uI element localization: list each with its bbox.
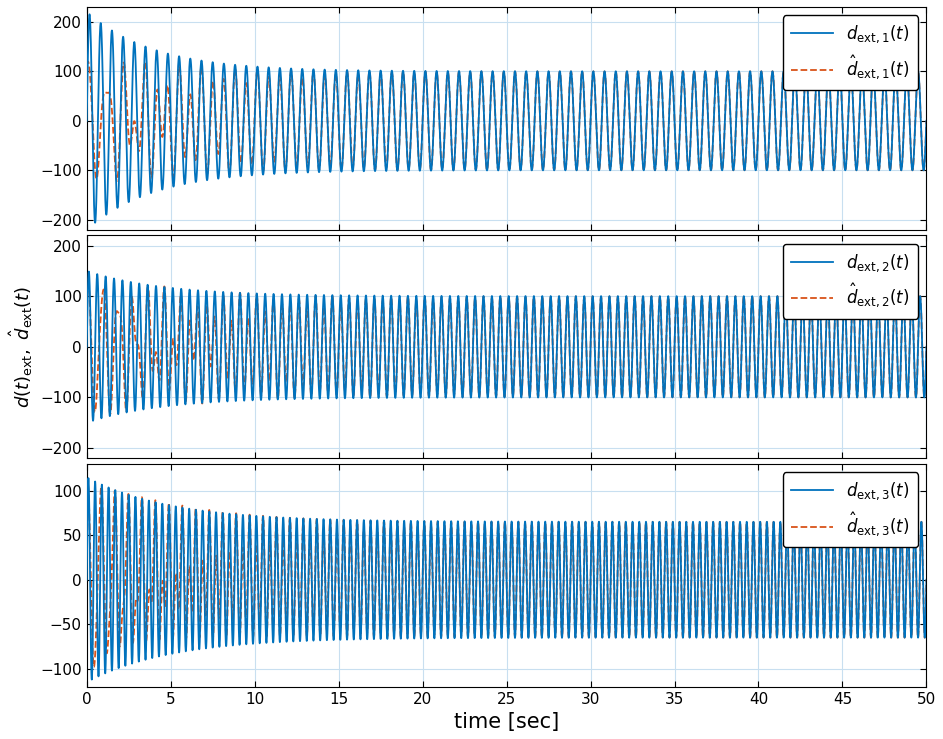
- $\hat{d}_{\mathrm{ext},3}(t)$: [571, 576, 583, 585]
- $\hat{d}_{\mathrm{ext},2}(t)$: [105, 409, 116, 418]
- $\hat{d}_{\mathrm{ext},1}(t)$: [881, 91, 892, 100]
- $d_{\mathrm{ext},3}(t)$: [571, 575, 583, 584]
- $d_{\mathrm{ext},2}(t)$: [660, 342, 671, 351]
- X-axis label: time [sec]: time [sec]: [454, 712, 559, 732]
- $d_{\mathrm{ext},2}(t)$: [88, 416, 99, 425]
- $d_{\mathrm{ext},2}(t)$: [650, 389, 661, 398]
- $d_{\mathrm{ext},3}(t)$: [86, 675, 97, 684]
- $\hat{d}_{\mathrm{ext},3}(t)$: [82, 477, 93, 486]
- $\hat{d}_{\mathrm{ext},3}(t)$: [245, 565, 256, 573]
- Y-axis label: $d(t)_{\mathrm{ext}},\ \hat{d}_{\mathrm{ext}}(t)$: $d(t)_{\mathrm{ext}},\ \hat{d}_{\mathrm{…: [7, 286, 35, 408]
- $\hat{d}_{\mathrm{ext},3}(t)$: [660, 517, 671, 526]
- $d_{\mathrm{ext},1}(t)$: [167, 180, 178, 188]
- $d_{\mathrm{ext},2}(t)$: [245, 371, 256, 380]
- Line: $d_{\mathrm{ext},2}(t)$: $d_{\mathrm{ext},2}(t)$: [87, 271, 926, 420]
- $d_{\mathrm{ext},2}(t)$: [167, 284, 178, 293]
- $\hat{d}_{\mathrm{ext},1}(t)$: [660, 166, 671, 174]
- $d_{\mathrm{ext},1}(t)$: [84, 10, 95, 18]
- $d_{\mathrm{ext},1}(t)$: [881, 91, 892, 100]
- Line: $d_{\mathrm{ext},3}(t)$: $d_{\mathrm{ext},3}(t)$: [87, 478, 926, 680]
- $d_{\mathrm{ext},3}(t)$: [83, 474, 94, 483]
- $d_{\mathrm{ext},3}(t)$: [81, 575, 92, 584]
- $\hat{d}_{\mathrm{ext},1}(t)$: [650, 166, 661, 174]
- $d_{\mathrm{ext},1}(t)$: [81, 116, 92, 125]
- $d_{\mathrm{ext},3}(t)$: [167, 638, 178, 647]
- $\hat{d}_{\mathrm{ext},3}(t)$: [650, 613, 661, 621]
- $d_{\mathrm{ext},1}(t)$: [650, 166, 661, 174]
- $\hat{d}_{\mathrm{ext},1}(t)$: [111, 177, 123, 185]
- $d_{\mathrm{ext},1}(t)$: [571, 163, 583, 172]
- Legend: $d_{\mathrm{ext},2}(t)$, $\hat{d}_{\mathrm{ext},2}(t)$: $d_{\mathrm{ext},2}(t)$, $\hat{d}_{\math…: [783, 244, 918, 319]
- $\hat{d}_{\mathrm{ext},1}(t)$: [571, 163, 583, 172]
- $d_{\mathrm{ext},1}(t)$: [660, 166, 671, 174]
- $d_{\mathrm{ext},3}(t)$: [920, 575, 932, 584]
- $\hat{d}_{\mathrm{ext},1}(t)$: [82, 57, 93, 66]
- $d_{\mathrm{ext},3}(t)$: [660, 517, 671, 526]
- $\hat{d}_{\mathrm{ext},3}(t)$: [881, 566, 892, 575]
- $\hat{d}_{\mathrm{ext},2}(t)$: [660, 342, 671, 351]
- $\hat{d}_{\mathrm{ext},1}(t)$: [245, 158, 256, 167]
- Line: $\hat{d}_{\mathrm{ext},3}(t)$: $\hat{d}_{\mathrm{ext},3}(t)$: [87, 482, 926, 667]
- $\hat{d}_{\mathrm{ext},2}(t)$: [81, 276, 92, 285]
- $d_{\mathrm{ext},2}(t)$: [571, 313, 583, 321]
- Line: $d_{\mathrm{ext},1}(t)$: $d_{\mathrm{ext},1}(t)$: [87, 14, 926, 222]
- Line: $\hat{d}_{\mathrm{ext},2}(t)$: $\hat{d}_{\mathrm{ext},2}(t)$: [87, 276, 926, 414]
- $\hat{d}_{\mathrm{ext},1}(t)$: [81, 61, 92, 70]
- $\hat{d}_{\mathrm{ext},2}(t)$: [167, 335, 178, 344]
- $d_{\mathrm{ext},3}(t)$: [650, 613, 661, 621]
- $d_{\mathrm{ext},3}(t)$: [245, 571, 256, 579]
- $\hat{d}_{\mathrm{ext},1}(t)$: [167, 172, 178, 181]
- $d_{\mathrm{ext},2}(t)$: [83, 267, 94, 276]
- Legend: $d_{\mathrm{ext},3}(t)$, $\hat{d}_{\mathrm{ext},3}(t)$: $d_{\mathrm{ext},3}(t)$, $\hat{d}_{\math…: [783, 472, 918, 547]
- $\hat{d}_{\mathrm{ext},3}(t)$: [920, 575, 932, 584]
- $\hat{d}_{\mathrm{ext},2}(t)$: [650, 389, 661, 398]
- $d_{\mathrm{ext},1}(t)$: [245, 168, 256, 177]
- $\hat{d}_{\mathrm{ext},3}(t)$: [81, 484, 92, 493]
- $\hat{d}_{\mathrm{ext},1}(t)$: [920, 116, 932, 125]
- $d_{\mathrm{ext},1}(t)$: [920, 116, 932, 125]
- $\hat{d}_{\mathrm{ext},3}(t)$: [89, 662, 100, 671]
- $d_{\mathrm{ext},2}(t)$: [881, 293, 892, 302]
- $d_{\mathrm{ext},2}(t)$: [81, 342, 92, 351]
- $\hat{d}_{\mathrm{ext},2}(t)$: [245, 367, 256, 376]
- $\hat{d}_{\mathrm{ext},2}(t)$: [571, 313, 583, 321]
- $\hat{d}_{\mathrm{ext},2}(t)$: [920, 342, 932, 351]
- Line: $\hat{d}_{\mathrm{ext},1}(t)$: $\hat{d}_{\mathrm{ext},1}(t)$: [87, 61, 926, 181]
- $d_{\mathrm{ext},2}(t)$: [920, 342, 932, 351]
- $\hat{d}_{\mathrm{ext},2}(t)$: [881, 293, 892, 302]
- $d_{\mathrm{ext},3}(t)$: [881, 566, 892, 575]
- $d_{\mathrm{ext},1}(t)$: [90, 218, 101, 227]
- $\hat{d}_{\mathrm{ext},2}(t)$: [82, 272, 93, 281]
- Legend: $d_{\mathrm{ext},1}(t)$, $\hat{d}_{\mathrm{ext},1}(t)$: $d_{\mathrm{ext},1}(t)$, $\hat{d}_{\math…: [783, 16, 918, 90]
- $\hat{d}_{\mathrm{ext},3}(t)$: [167, 634, 178, 643]
